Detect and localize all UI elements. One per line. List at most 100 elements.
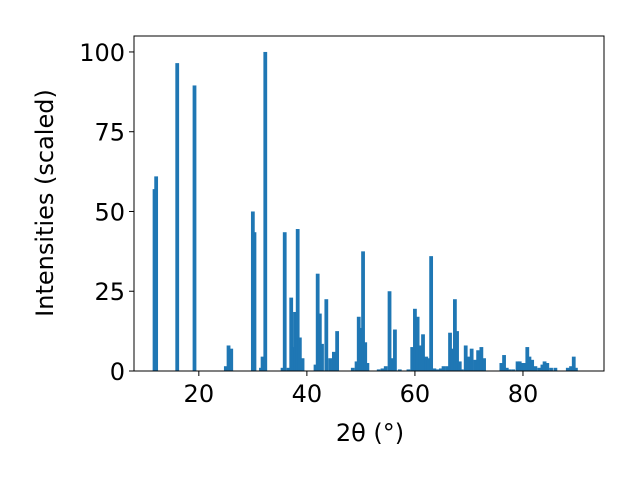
bar-52 bbox=[432, 368, 437, 371]
bar-70 bbox=[499, 363, 504, 371]
bar-75 bbox=[515, 361, 520, 371]
bar-44 bbox=[410, 347, 415, 371]
bar-27 bbox=[331, 351, 336, 371]
bar-81 bbox=[530, 359, 535, 371]
bar-20 bbox=[300, 358, 305, 371]
bar-61 bbox=[457, 361, 462, 371]
y-tick-label-50: 50 bbox=[94, 198, 125, 226]
bar-50 bbox=[426, 358, 431, 371]
bar-19 bbox=[297, 337, 302, 371]
bar-39 bbox=[387, 291, 392, 371]
bar-5 bbox=[226, 345, 231, 371]
bar-29 bbox=[350, 367, 355, 371]
bar-85 bbox=[542, 361, 547, 371]
bar-32 bbox=[359, 327, 363, 371]
bar-17 bbox=[293, 311, 297, 371]
bar-55 bbox=[441, 366, 446, 371]
bar-83 bbox=[537, 367, 542, 371]
bar-66 bbox=[473, 359, 478, 371]
bar-1 bbox=[154, 176, 159, 371]
bar-54 bbox=[438, 368, 443, 371]
bar-25 bbox=[324, 299, 329, 371]
bar-6 bbox=[229, 348, 234, 371]
bar-42 bbox=[397, 369, 402, 371]
bar-59 bbox=[453, 299, 457, 371]
bar-64 bbox=[466, 356, 471, 371]
bar-77 bbox=[520, 363, 525, 371]
bar-34 bbox=[363, 342, 368, 371]
bar-82 bbox=[533, 366, 538, 371]
bar-51 bbox=[429, 256, 434, 371]
bar-24 bbox=[320, 343, 324, 371]
y-tick-label-0: 0 bbox=[110, 358, 125, 386]
bar-65 bbox=[469, 348, 474, 371]
bar-72 bbox=[504, 367, 509, 371]
bar-80 bbox=[527, 356, 532, 371]
bar-71 bbox=[502, 355, 506, 371]
bar-28 bbox=[335, 331, 340, 371]
bar-60 bbox=[455, 331, 459, 371]
bar-48 bbox=[421, 334, 425, 371]
x-axis-ticks: 20 40 60 80 bbox=[184, 371, 539, 408]
y-axis-ticks: 0 25 50 75 100 bbox=[79, 39, 134, 386]
bar-89 bbox=[565, 367, 570, 371]
bar-3 bbox=[192, 85, 197, 371]
bar-91 bbox=[571, 356, 576, 371]
bar-22 bbox=[315, 273, 320, 371]
bar-21 bbox=[313, 364, 318, 371]
bar-14 bbox=[286, 367, 291, 371]
bar-37 bbox=[380, 368, 385, 371]
bar-49 bbox=[424, 356, 429, 371]
x-tick-label-80: 80 bbox=[508, 380, 539, 408]
bar-90 bbox=[569, 366, 573, 371]
bar-45 bbox=[413, 308, 417, 371]
y-tick-label-75: 75 bbox=[94, 119, 125, 147]
bar-10 bbox=[260, 356, 265, 371]
bar-18 bbox=[295, 229, 300, 371]
bar-series bbox=[152, 51, 578, 372]
y-tick-label-25: 25 bbox=[94, 278, 125, 306]
x-tick-label-60: 60 bbox=[400, 380, 431, 408]
bar-73 bbox=[507, 369, 512, 371]
bar-33 bbox=[361, 251, 365, 371]
bar-67 bbox=[476, 350, 481, 371]
bar-11 bbox=[263, 51, 268, 371]
bar-56 bbox=[445, 366, 450, 371]
bar-31 bbox=[356, 316, 361, 371]
bar-8 bbox=[252, 232, 257, 371]
bar-57 bbox=[448, 332, 452, 371]
bar-36 bbox=[376, 369, 381, 371]
bar-41 bbox=[393, 329, 397, 371]
bar-58 bbox=[450, 348, 455, 371]
bar-53 bbox=[435, 369, 440, 371]
bar-84 bbox=[540, 364, 545, 371]
bar-92 bbox=[574, 367, 578, 371]
bar-68 bbox=[479, 347, 484, 371]
bar-26 bbox=[328, 358, 332, 371]
bar-46 bbox=[415, 316, 420, 371]
bar-47 bbox=[418, 345, 423, 371]
bar-63 bbox=[463, 345, 468, 371]
bar-30 bbox=[354, 361, 359, 371]
bar-40 bbox=[389, 358, 394, 371]
x-axis-label: 2θ (°) bbox=[336, 419, 404, 447]
bar-88 bbox=[553, 367, 558, 371]
bar-35 bbox=[365, 363, 370, 371]
bar-15 bbox=[289, 297, 294, 371]
bar-12 bbox=[280, 367, 285, 371]
bar-23 bbox=[317, 313, 322, 371]
x-tick-label-20: 20 bbox=[184, 380, 215, 408]
x-tick-label-40: 40 bbox=[292, 380, 323, 408]
bar-74 bbox=[511, 369, 516, 371]
bar-86 bbox=[545, 363, 550, 371]
bar-13 bbox=[282, 232, 287, 371]
y-tick-label-100: 100 bbox=[79, 39, 125, 67]
bar-38 bbox=[383, 366, 388, 371]
bar-4 bbox=[223, 366, 228, 371]
y-axis-label: Intensities (scaled) bbox=[31, 89, 59, 317]
bar-69 bbox=[482, 358, 486, 371]
bar-62 bbox=[460, 369, 464, 371]
plot-frame bbox=[133, 35, 605, 372]
bar-87 bbox=[549, 367, 553, 371]
